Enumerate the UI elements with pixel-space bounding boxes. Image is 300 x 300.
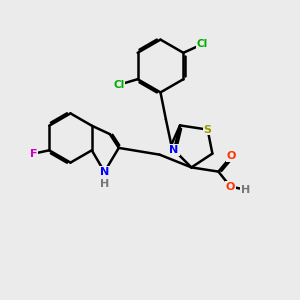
Text: H: H bbox=[100, 179, 109, 189]
Text: O: O bbox=[227, 151, 236, 161]
Text: S: S bbox=[204, 124, 212, 135]
Text: H: H bbox=[241, 184, 250, 195]
Text: Cl: Cl bbox=[113, 80, 125, 90]
Text: N: N bbox=[100, 167, 109, 177]
Text: Cl: Cl bbox=[196, 39, 208, 50]
Text: O: O bbox=[226, 182, 235, 192]
Text: N: N bbox=[169, 145, 178, 155]
Text: F: F bbox=[30, 149, 37, 159]
